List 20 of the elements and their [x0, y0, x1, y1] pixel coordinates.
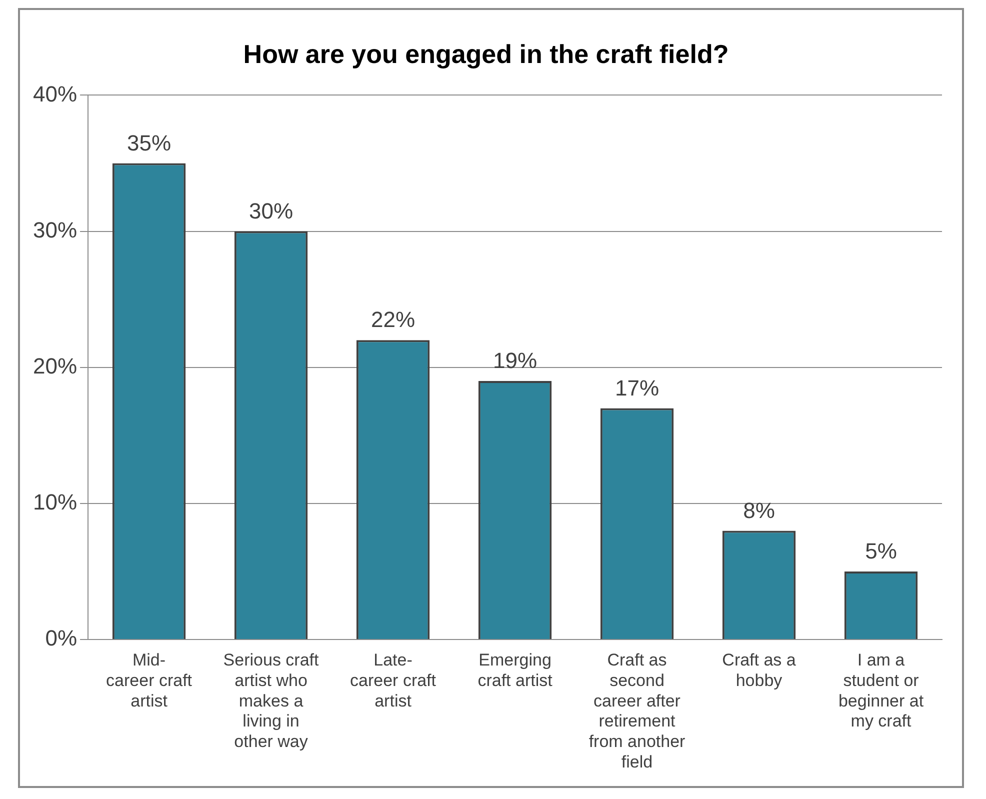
data-label: 17%	[614, 375, 660, 400]
x-tick-label: Serious craft artist who makes a living in other way	[223, 650, 320, 752]
x-tick-label: Craft as second career after retirement from another field	[588, 650, 686, 772]
y-tick-label: 0%	[45, 626, 78, 651]
chart-title: How are you engaged in the craft field?	[243, 38, 729, 69]
x-tick-label: Late-career craft artist	[350, 650, 436, 710]
y-tick-label: 30%	[32, 217, 78, 242]
data-label: 5%	[865, 538, 897, 564]
x-tick-label: Mid-career craft artist	[106, 650, 192, 710]
x-tick-label: Craft as a hobby	[722, 650, 796, 690]
y-tick-label: 10%	[32, 490, 78, 515]
y-tick-label: 40%	[32, 81, 78, 106]
y-tick-label: 20%	[32, 353, 78, 378]
data-label: 8%	[743, 498, 775, 523]
data-label: 30%	[249, 198, 294, 224]
data-label: 35%	[127, 130, 172, 156]
data-label: 22%	[370, 307, 416, 332]
x-tick-label: I am a student or beginner at my craft	[838, 650, 924, 731]
data-label: 19%	[492, 348, 538, 374]
x-tick-label: Emerging craft artist	[478, 650, 553, 690]
